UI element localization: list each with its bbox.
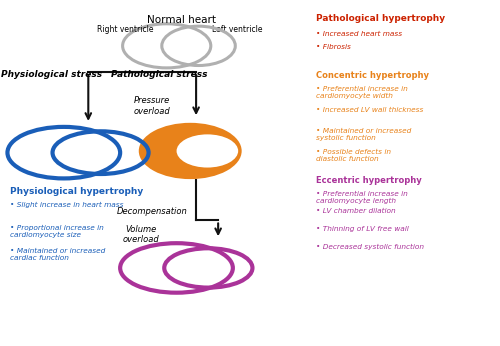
- Text: • Increased heart mass: • Increased heart mass: [316, 30, 402, 37]
- Text: Concentric hypertrophy: Concentric hypertrophy: [316, 71, 429, 80]
- Text: Decompensation: Decompensation: [116, 208, 188, 217]
- Text: • Preferential increase in
cardiomyocyte length: • Preferential increase in cardiomyocyte…: [316, 191, 408, 204]
- Text: Pressure
overload: Pressure overload: [134, 96, 170, 116]
- Text: • Preferential increase in
cardiomyocyte width: • Preferential increase in cardiomyocyte…: [316, 85, 408, 99]
- Text: Pathological stress: Pathological stress: [111, 70, 208, 79]
- Text: • Decreased systolic function: • Decreased systolic function: [316, 244, 424, 249]
- Text: Physiological stress: Physiological stress: [1, 70, 102, 79]
- Ellipse shape: [176, 133, 239, 169]
- Text: Volume
overload: Volume overload: [122, 225, 159, 244]
- Text: • Possible defects in
diastolic function: • Possible defects in diastolic function: [316, 148, 391, 162]
- Text: • Maintained or increased
cardiac function: • Maintained or increased cardiac functi…: [10, 248, 105, 261]
- Text: • Thinning of LV free wall: • Thinning of LV free wall: [316, 226, 409, 232]
- Text: Left ventricle: Left ventricle: [212, 25, 263, 34]
- Text: Normal heart: Normal heart: [147, 15, 216, 25]
- Text: • Increased LV wall thickness: • Increased LV wall thickness: [316, 107, 424, 112]
- Text: Pathological hypertrophy: Pathological hypertrophy: [316, 13, 446, 22]
- Text: • Proportional increase in
cardiomyocyte size: • Proportional increase in cardiomyocyte…: [10, 225, 104, 238]
- Text: • Slight increase in heart mass: • Slight increase in heart mass: [10, 202, 124, 208]
- Text: • Maintained or increased
systolic function: • Maintained or increased systolic funct…: [316, 128, 412, 141]
- Ellipse shape: [139, 123, 242, 179]
- Text: • LV chamber dilation: • LV chamber dilation: [316, 208, 396, 214]
- Text: Physiological hypertrophy: Physiological hypertrophy: [10, 186, 143, 195]
- Text: Right ventricle: Right ventricle: [97, 25, 154, 34]
- Text: • Fibrosis: • Fibrosis: [316, 44, 351, 50]
- Text: Eccentric hypertrophy: Eccentric hypertrophy: [316, 176, 422, 185]
